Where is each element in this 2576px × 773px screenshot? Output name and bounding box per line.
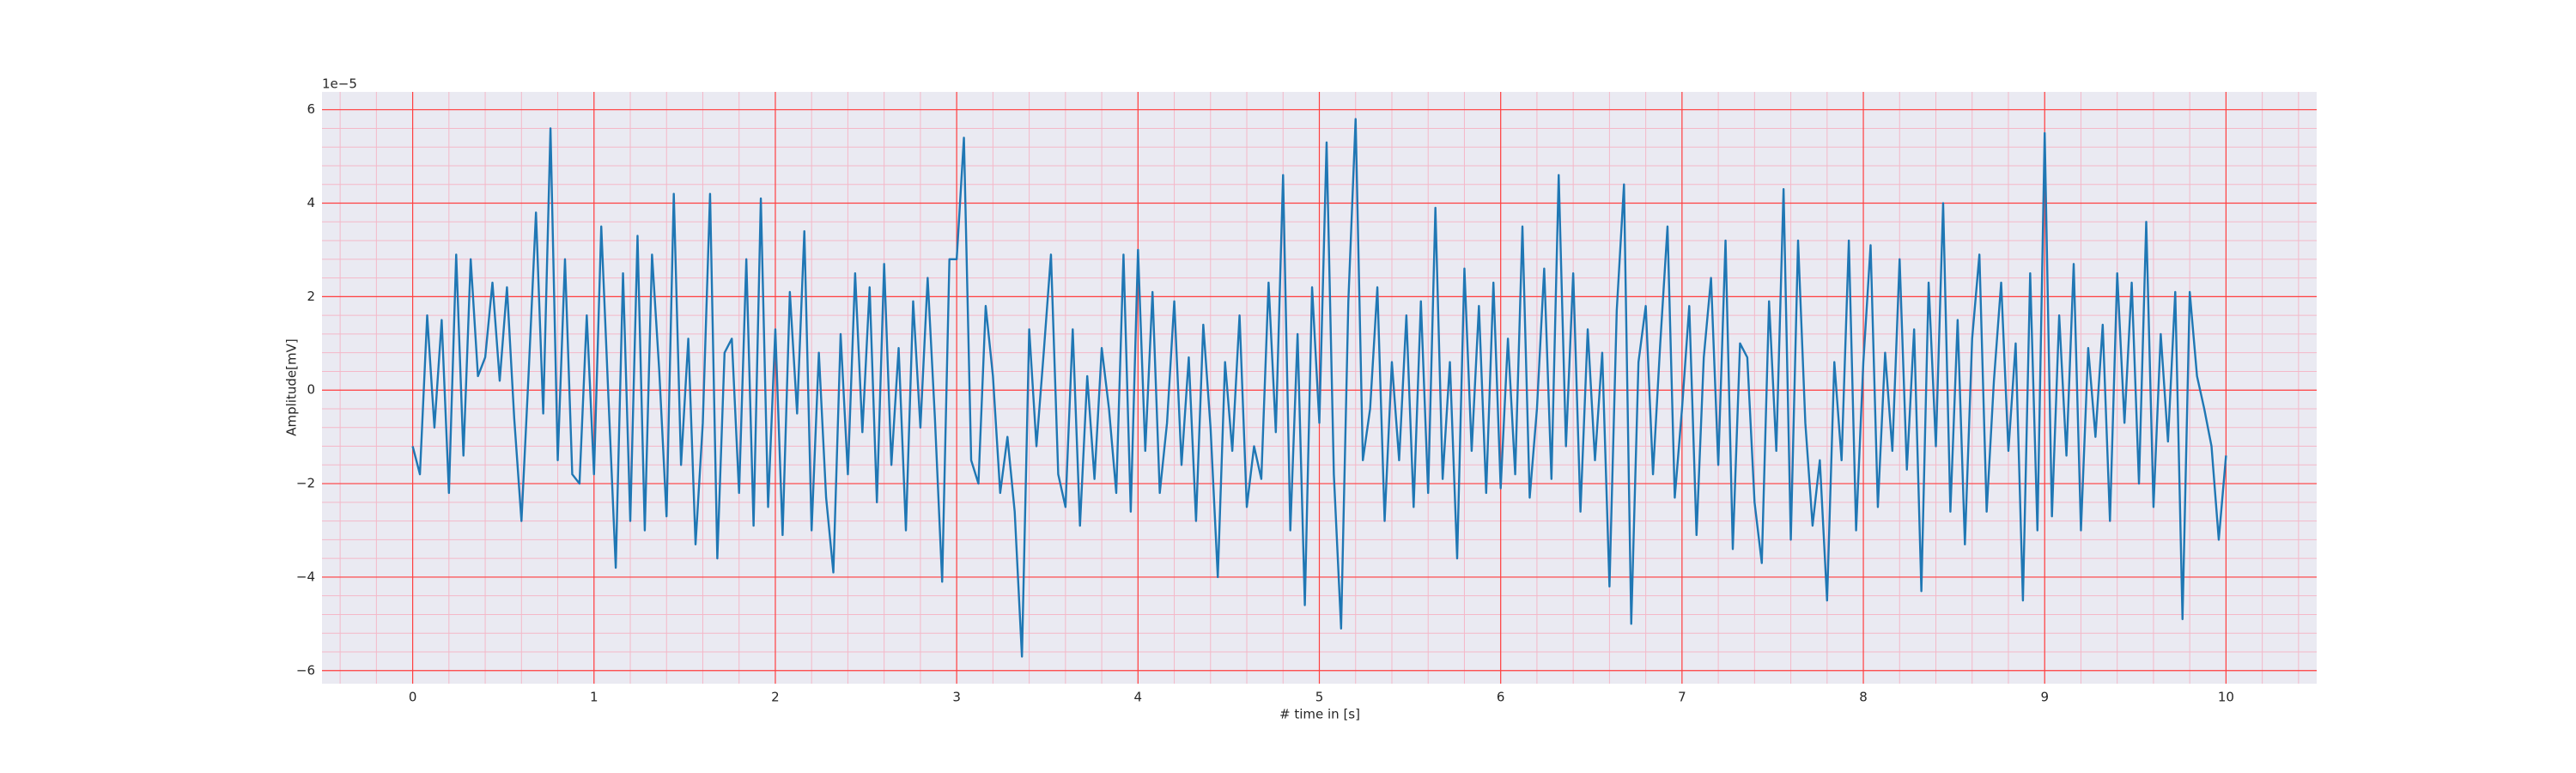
x-tick-label: 9 xyxy=(2040,690,2049,705)
x-tick-label: 6 xyxy=(1497,690,1505,705)
plot-lines xyxy=(411,118,2227,658)
y-axis-label: Amplitude[mV] xyxy=(284,338,300,435)
y-tick-label: 2 xyxy=(307,289,315,304)
y-tick-label: −2 xyxy=(296,476,315,491)
x-tick-label: 2 xyxy=(771,690,780,705)
y-tick-label: −6 xyxy=(296,662,315,678)
y-tick-label: 4 xyxy=(307,195,315,210)
x-tick-label: 7 xyxy=(1678,690,1686,705)
x-tick-label: 1 xyxy=(590,690,598,705)
y-offset-text: 1e−5 xyxy=(322,76,357,92)
x-tick-label: 5 xyxy=(1315,690,1324,705)
signal-line xyxy=(411,118,2227,658)
x-axis-label: # time in [s] xyxy=(1279,707,1360,722)
x-tick-label: 0 xyxy=(409,690,417,705)
y-tick-label: 6 xyxy=(307,101,315,117)
x-tick-label: 10 xyxy=(2218,690,2234,705)
x-tick-label: 8 xyxy=(1859,690,1868,705)
x-tick-label: 3 xyxy=(952,690,961,705)
labels: 0 1 2 3 4 5 6 7 8 9 10 −6 −4 −2 0 2 4 6 xyxy=(296,101,2234,704)
y-tick-label: 0 xyxy=(307,382,315,398)
y-tick-label: −4 xyxy=(296,569,315,584)
x-tick-label: 4 xyxy=(1134,690,1143,705)
